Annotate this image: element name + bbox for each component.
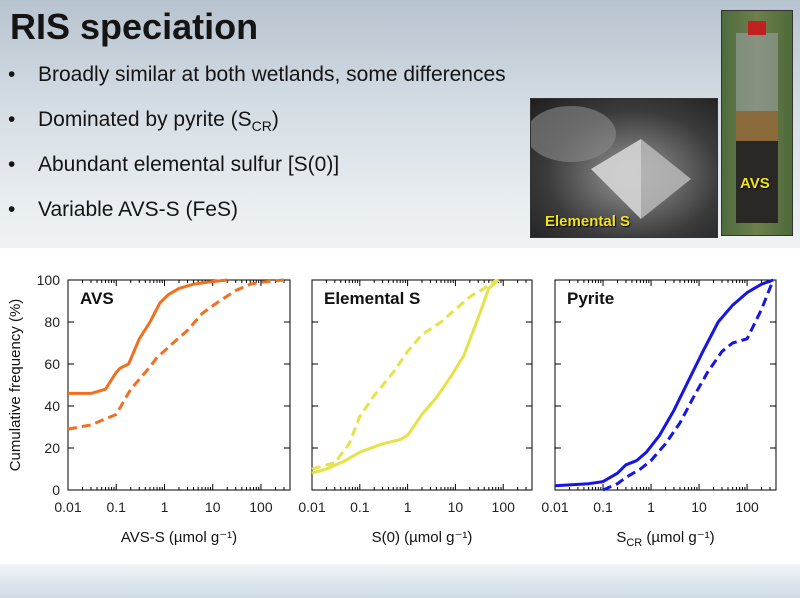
- slide-title: RIS speciation: [10, 6, 259, 47]
- y-tick-label: 40: [44, 398, 60, 414]
- chart-avs: 0.01 0.1 1 10 100 0 20 40 60 80 100 AVS AVS-S (µmol …: [7, 272, 291, 546]
- panel-label: AVS: [80, 289, 114, 308]
- bullet-list: • Broadly similar at both wetlands, some…: [8, 62, 506, 242]
- sem-photo: Elemental S: [530, 98, 718, 238]
- plot-frame: [67, 279, 291, 491]
- sediment-core-image: [736, 21, 778, 223]
- bullet-text: Abundant elemental sulfur [S(0)]: [38, 153, 340, 176]
- x-tick-label: 10: [691, 499, 707, 515]
- plot-frame: [311, 279, 533, 491]
- bullet-text: Dominated by pyrite (S: [38, 108, 252, 131]
- x-axis-label: SCR (µmol g⁻¹): [616, 529, 714, 549]
- x-axis-label: S(0) (µmol g⁻¹): [372, 529, 473, 546]
- x-tick-label: 10: [205, 499, 221, 515]
- x-tick-label: 0.01: [541, 499, 568, 515]
- panel-label: Elemental S: [324, 289, 420, 308]
- bullet-item: • Abundant elemental sulfur [S(0)]: [8, 152, 506, 197]
- bullet-dot: •: [8, 108, 16, 131]
- series-line-solid: [311, 278, 500, 475]
- cumulative-frequency-charts: 0.01 0.1 1 10 100 0 20 40 60 80 100 AVS AVS-S (µmol …: [7, 272, 777, 549]
- panel-label: Pyrite: [567, 289, 614, 308]
- series-line-dashed: [311, 278, 500, 471]
- x-tick-label: 100: [249, 499, 273, 515]
- x-tick-label: 0.01: [298, 499, 325, 515]
- x-tick-label: 1: [404, 499, 412, 515]
- series-line-solid: [554, 278, 774, 488]
- chart-elemental-s: 0.01 0.1 1 10 100 Elemental S S(0) (µmol g⁻¹): [298, 278, 533, 546]
- bullet-text: Broadly similar at both wetlands, some d…: [38, 63, 506, 86]
- bullet-text-after: ): [271, 108, 279, 131]
- x-tick-label: 1: [647, 499, 655, 515]
- x-tick-label: 100: [735, 499, 759, 515]
- x-tick-label: 0.1: [593, 499, 613, 515]
- x-tick-label: 0.01: [54, 499, 81, 515]
- bullet-dot: •: [8, 63, 16, 86]
- series-line-solid: [68, 278, 228, 395]
- bullet-item: • Variable AVS-S (FeS): [8, 197, 506, 242]
- x-tick-label: 10: [448, 499, 464, 515]
- bullet-item: • Dominated by pyrite (SCR): [8, 107, 506, 152]
- bullet-subscript: CR: [251, 118, 272, 135]
- y-tick-label: 100: [37, 272, 61, 288]
- chart-panel: 0.01 0.1 1 10 100 0 20 40 60 80 100 AVS AVS-S (µmol …: [0, 248, 800, 564]
- x-tick-label: 0.1: [107, 499, 127, 515]
- crystal-image: [531, 106, 691, 219]
- y-tick-label: 60: [44, 356, 60, 372]
- core-caption: AVS: [740, 175, 770, 192]
- core-photo: AVS: [721, 10, 793, 236]
- bullet-item: • Broadly similar at both wetlands, some…: [8, 62, 506, 107]
- x-tick-label: 100: [492, 499, 516, 515]
- bullet-dot: •: [8, 198, 16, 221]
- y-tick-label: 0: [52, 482, 60, 498]
- chart-pyrite: 0.01 0.1 1 10 100 Pyrite SCR (µmol g⁻¹): [541, 278, 777, 549]
- series-line-dashed: [602, 279, 775, 492]
- bullet-text: Variable AVS-S (FeS): [38, 198, 238, 221]
- x-axis-label: AVS-S (µmol g⁻¹): [121, 529, 237, 546]
- x-tick-label: 0.1: [350, 499, 370, 515]
- series-line-dashed: [67, 278, 285, 431]
- plot-frame: [554, 279, 777, 491]
- y-tick-label: 80: [44, 314, 60, 330]
- y-tick-label: 20: [44, 440, 60, 456]
- y-axis-label: Cumulative frequency (%): [7, 299, 24, 472]
- bullet-dot: •: [8, 153, 16, 176]
- x-tick-label: 1: [161, 499, 169, 515]
- sem-caption: Elemental S: [545, 213, 631, 230]
